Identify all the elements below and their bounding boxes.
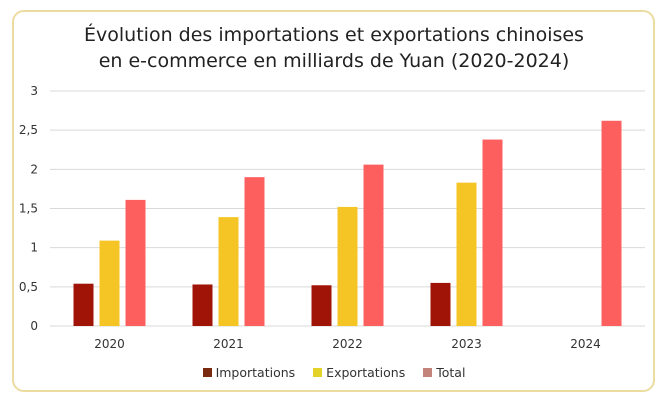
legend-swatch-importations [202, 368, 212, 377]
legend-swatch-exportations [313, 368, 323, 377]
bar-importations-2021 [192, 284, 213, 326]
bar-total-2023 [482, 139, 503, 326]
bar-importations-2023 [430, 282, 451, 326]
bar-exportations-2023 [456, 182, 477, 326]
bar-total-2022 [363, 164, 384, 326]
bar-importations-2022 [311, 285, 332, 326]
x-tick-label: 2024 [570, 337, 601, 351]
legend-label-importations: Importations [215, 365, 296, 380]
chart-frame [12, 10, 655, 392]
legend-item-total: Total [423, 365, 465, 380]
legend-item-exportations: Exportations [313, 365, 405, 380]
y-tick-label: 1,5 [19, 202, 38, 216]
bar-importations-2020 [73, 283, 94, 326]
y-tick-label: 1 [30, 241, 38, 255]
legend-swatch-total [423, 368, 433, 377]
chart-title-line2: en e-commerce en milliards de Yuan (2020… [98, 50, 570, 72]
bar-exportations-2022 [337, 206, 358, 326]
x-tick-label: 2022 [332, 337, 363, 351]
y-tick-label: 2 [30, 162, 38, 176]
chart-title-line1: Évolution des importations et exportatio… [84, 24, 584, 46]
legend-item-importations: Importations [202, 365, 296, 380]
legend-label-total: Total [436, 365, 466, 380]
bar-total-2020 [125, 199, 146, 326]
x-tick-label: 2023 [451, 337, 482, 351]
x-tick-label: 2021 [213, 337, 244, 351]
y-tick-label: 0 [30, 319, 38, 333]
bar-total-2021 [244, 177, 265, 326]
bar-exportations-2021 [218, 217, 239, 326]
legend: Importations Exportations Total [0, 365, 668, 380]
bar-total-2024 [601, 120, 622, 327]
bar-exportations-2020 [99, 240, 120, 326]
y-tick-label: 0,5 [19, 280, 38, 294]
y-tick-label: 2,5 [19, 123, 38, 137]
legend-label-exportations: Exportations [326, 365, 406, 380]
chart-title: Évolution des importations et exportatio… [0, 22, 668, 74]
y-tick-label: 3 [30, 84, 38, 98]
x-tick-label: 2020 [94, 337, 125, 351]
